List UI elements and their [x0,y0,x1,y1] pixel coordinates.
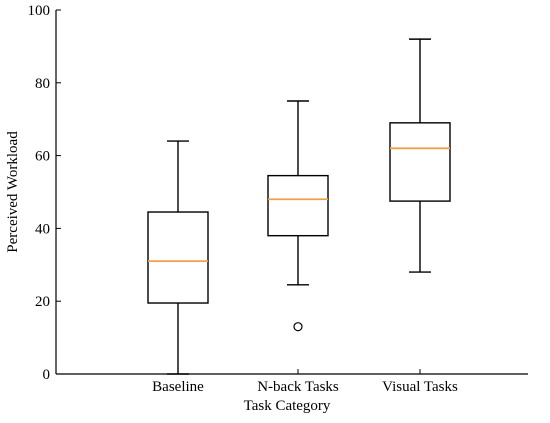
iqr-box [147,211,209,304]
y-tick-label: 60 [35,149,50,165]
outlier-point [293,322,303,332]
x-tick-label: N-back Tasks [257,379,339,395]
y-tick-label: 80 [35,76,50,92]
boxes [147,38,451,375]
x-axis-label: Task Category [244,398,331,414]
box-group-visual-tasks [389,38,451,273]
iqr-box [267,174,329,237]
x-tick-label: Baseline [152,379,204,395]
box-group-n-back-tasks [267,100,329,332]
axes: 0 20 40 60 80 100 Baseline N-back Tasks Visual T… [28,3,528,395]
iqr-box [389,122,451,202]
y-tick-label: 0 [43,367,51,383]
y-tick-label: 100 [28,3,51,19]
x-tick-label: Visual Tasks [382,379,458,395]
y-axis-label: Perceived Workload [5,131,21,253]
y-tick-label: 40 [35,221,50,237]
y-tick-label: 20 [35,294,50,310]
box-group-baseline [147,140,209,375]
